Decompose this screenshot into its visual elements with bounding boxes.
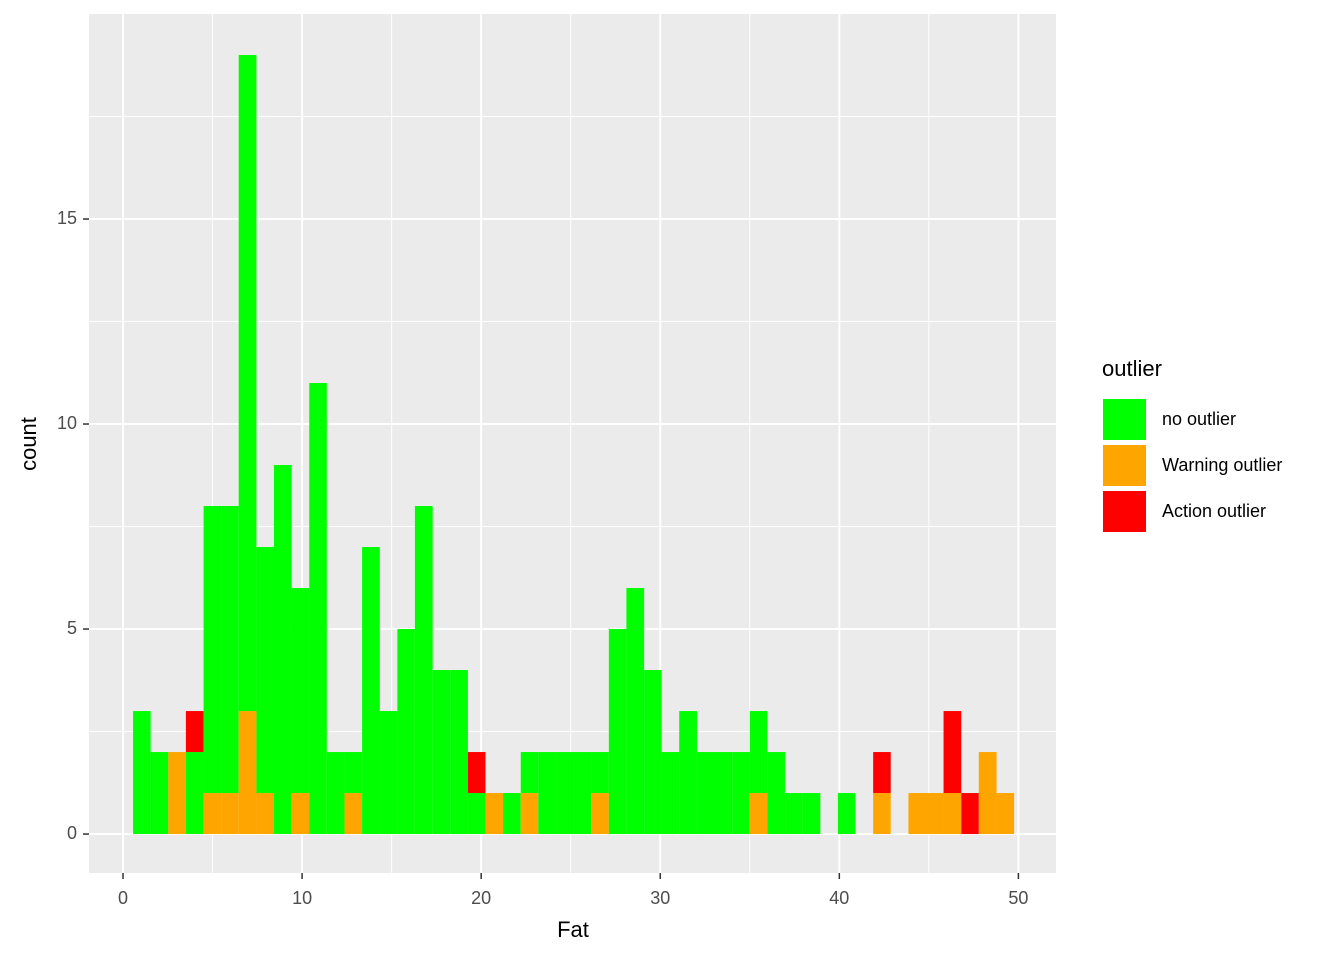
legend-key — [1103, 491, 1146, 532]
bar-segment — [150, 752, 169, 835]
bar-segment — [467, 793, 486, 835]
bar-segment — [520, 793, 539, 835]
bar-segment — [203, 793, 222, 835]
bar-segment — [291, 793, 310, 835]
bar-segment — [485, 793, 504, 835]
y-tick-label: 0 — [67, 823, 77, 843]
bar-segment — [221, 506, 239, 794]
bar-segment — [397, 629, 415, 835]
bar-segment — [996, 793, 1015, 835]
bar-segment — [943, 711, 962, 794]
bar-segment — [644, 670, 662, 835]
bar-segment — [326, 752, 345, 835]
legend-key — [1103, 399, 1146, 440]
bar-segment — [344, 793, 363, 835]
bar-segment — [238, 55, 257, 712]
bar-segment — [185, 752, 204, 835]
x-tick-label: 30 — [650, 888, 670, 908]
bar-segment — [291, 588, 310, 794]
bar-segment — [556, 752, 574, 835]
bar-segment — [256, 793, 274, 835]
bar-segment — [661, 752, 680, 835]
x-tick-label: 20 — [471, 888, 491, 908]
bar-segment — [133, 711, 151, 835]
y-tick-label: 10 — [57, 413, 77, 433]
bar-segment — [785, 793, 803, 835]
bar-segment — [238, 711, 257, 835]
bar-segment — [256, 547, 274, 794]
bar-segment — [749, 711, 768, 794]
bar-segment — [344, 752, 363, 794]
legend-key — [1103, 445, 1146, 486]
legend-title: outlier — [1102, 356, 1162, 381]
bar-segment — [379, 711, 398, 835]
bar-segment — [520, 752, 539, 794]
bar-segment — [714, 752, 733, 835]
bar-segment — [873, 752, 891, 794]
bar-segment — [467, 752, 486, 794]
y-tick-label: 5 — [67, 618, 77, 638]
bar-segment — [802, 793, 821, 835]
bar-segment — [503, 793, 521, 835]
bar-segment — [168, 752, 186, 835]
legend-label: no outlier — [1162, 409, 1236, 429]
x-tick-label: 10 — [292, 888, 312, 908]
bar-segment — [626, 588, 645, 835]
y-axis-label: count — [16, 417, 41, 471]
x-tick-label: 40 — [829, 888, 849, 908]
x-axis-label: Fat — [557, 917, 589, 942]
legend-label: Warning outlier — [1162, 455, 1282, 475]
bar-segment — [591, 793, 609, 835]
bar-segment — [732, 752, 750, 835]
bar-segment — [573, 752, 592, 835]
bar-segment — [203, 506, 222, 794]
bar-segment — [961, 793, 979, 835]
bar-segment — [185, 711, 204, 753]
bar-segment — [432, 670, 451, 835]
bar-segment — [608, 629, 627, 835]
bar-segment — [908, 793, 926, 835]
bar-segment — [749, 793, 768, 835]
bar-segment — [767, 752, 786, 835]
x-tick-label: 0 — [118, 888, 128, 908]
bar-segment — [837, 793, 856, 835]
bar-segment — [925, 793, 944, 835]
bar-segment — [943, 793, 962, 835]
x-tick-label: 50 — [1008, 888, 1028, 908]
bar-segment — [414, 506, 433, 835]
bar-segment — [538, 752, 557, 835]
bar-segment — [450, 670, 468, 835]
bar-segment — [696, 752, 715, 835]
bar-segment — [273, 465, 292, 835]
bar-segment — [591, 752, 609, 794]
legend-label: Action outlier — [1162, 501, 1266, 521]
bar-segment — [978, 752, 997, 835]
y-tick-label: 15 — [57, 208, 77, 228]
bar-segment — [679, 711, 697, 835]
bar-segment — [873, 793, 891, 835]
bar-segment — [362, 547, 380, 835]
bar-segment — [309, 383, 327, 835]
bar-segment — [221, 793, 239, 835]
